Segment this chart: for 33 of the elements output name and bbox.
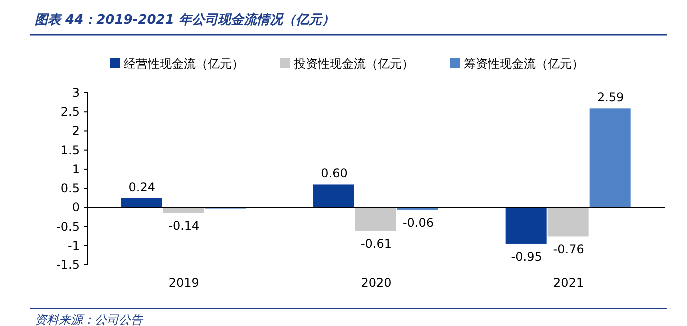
y-tick-label: 0.5: [60, 182, 80, 196]
x-tick-label: 2020: [361, 276, 392, 290]
y-tick-label: 3: [72, 86, 80, 100]
data-label: 2.59: [597, 90, 624, 105]
y-tick-label: 2.5: [60, 105, 80, 120]
text: 资料来源：公司公告: [35, 313, 144, 326]
data-label: -0.76: [553, 242, 584, 257]
x-tick-label: 2021: [554, 276, 584, 290]
y-tick-label: 1.5: [60, 143, 80, 158]
data-label: 0.24: [128, 180, 156, 194]
data-label: -0.95: [511, 250, 542, 264]
y-tick-label: -1: [68, 238, 80, 253]
data-label: -0.14: [168, 219, 200, 234]
bar: [314, 184, 354, 208]
y-tick-label: -1.5: [56, 258, 80, 272]
legend-label: 投资性现金流（亿元）: [293, 57, 414, 71]
x-tick-label: 2019: [168, 276, 200, 290]
bar: [548, 208, 589, 237]
y-tick-label: 2: [72, 124, 80, 138]
bar: [356, 208, 396, 231]
bar: [121, 198, 162, 208]
y-tick-label: 1: [72, 162, 80, 176]
bar: [163, 208, 204, 214]
bar: [590, 108, 631, 208]
bar: [506, 208, 547, 244]
chart-title: 图表 44：2019-2021 年公司现金流情况（亿元）: [35, 12, 335, 28]
legend-label: 筹资性现金流（亿元）: [464, 57, 584, 71]
data-label: 0.60: [321, 166, 348, 181]
data-label: -0.06: [402, 216, 434, 230]
y-tick-label: 0: [72, 200, 80, 215]
legend-label: 经营性现金流（亿元）: [124, 57, 244, 71]
y-tick-label: -0.5: [56, 220, 80, 234]
data-label: -0.61: [360, 236, 392, 251]
